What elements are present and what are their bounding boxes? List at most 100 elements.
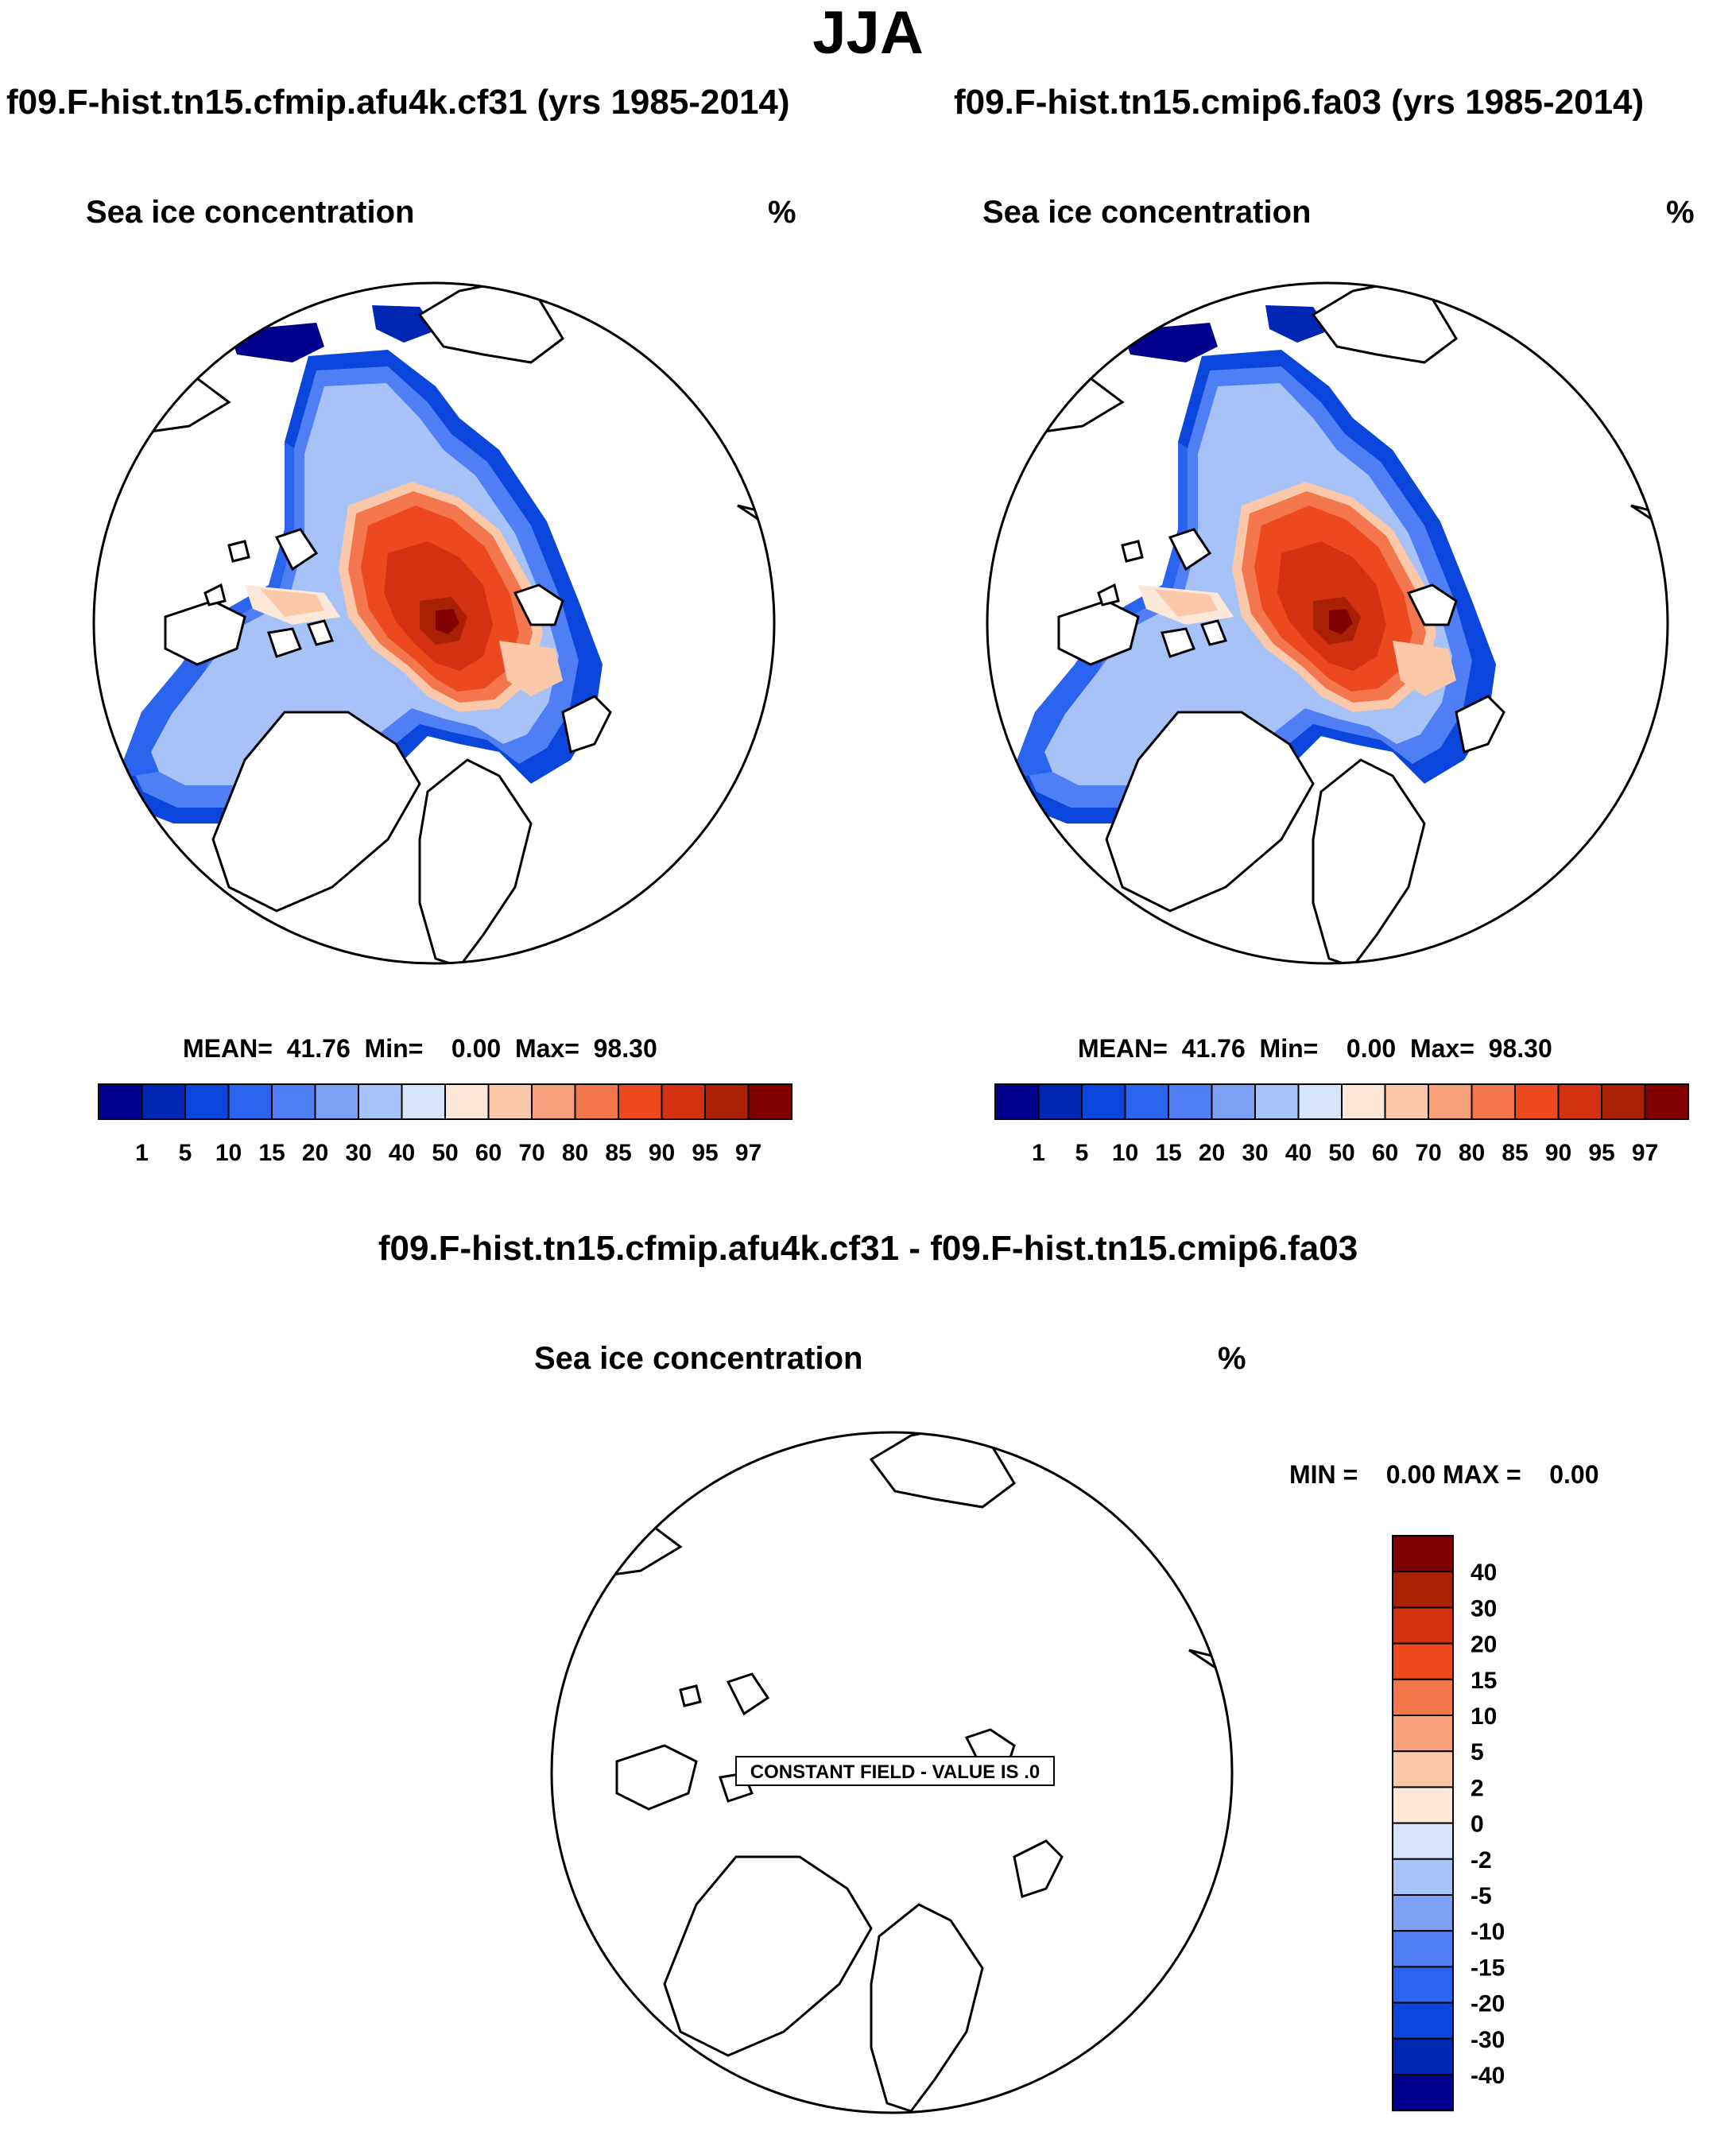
right-colorbar-box-14 — [1601, 1083, 1646, 1120]
right-colorbar-label-12: 90 — [1545, 1140, 1571, 1166]
right-run-title: f09.F-hist.tn15.cmip6.fa03 (yrs 1985-201… — [954, 83, 1645, 122]
right-colorbar-label-13: 95 — [1588, 1140, 1614, 1166]
left-colorbar-label-4: 20 — [302, 1140, 328, 1166]
diff-colorbar-label-8: -2 — [1471, 1847, 1492, 1874]
diff-colorbar-box-8 — [1392, 1822, 1454, 1860]
left-colorbar-label-6: 40 — [389, 1140, 415, 1166]
right-colorbar-label-4: 20 — [1199, 1140, 1225, 1166]
right-colorbar-box-1 — [1037, 1083, 1083, 1120]
right-colorbar-label-9: 70 — [1415, 1140, 1441, 1166]
diff-colorbar-label-2: 20 — [1471, 1632, 1497, 1658]
left-colorbar-box-14 — [704, 1083, 750, 1120]
diff-colorbar-label-6: 2 — [1471, 1775, 1484, 1801]
left-colorbar-label-14: 97 — [735, 1140, 761, 1166]
right-colorbar-label-5: 30 — [1242, 1140, 1268, 1166]
diff-colorbar-box-1 — [1392, 1571, 1454, 1609]
right-colorbar-label-1: 5 — [1075, 1140, 1089, 1166]
diff-colorbar-box-12 — [1392, 1966, 1454, 2004]
diff-colorbar-box-2 — [1392, 1606, 1454, 1645]
constant-field-label: CONSTANT FIELD - VALUE IS .0 — [750, 1761, 1040, 1783]
right-colorbar-box-3 — [1124, 1083, 1169, 1120]
left-colorbar-label-13: 95 — [692, 1140, 718, 1166]
right-polar-map — [986, 281, 1669, 965]
left-colorbar-box-1 — [141, 1083, 186, 1120]
right-colorbar-label-3: 15 — [1155, 1140, 1181, 1166]
left-colorbar-box-15 — [747, 1083, 792, 1120]
left-colorbar-box-7 — [401, 1083, 446, 1120]
right-stats: MEAN= 41.76 Min= 0.00 Max= 98.30 — [1078, 1034, 1552, 1063]
diff-colorbar-label-9: -5 — [1471, 1883, 1492, 1909]
left-colorbar-label-1: 5 — [179, 1140, 192, 1166]
left-run-title: f09.F-hist.tn15.cfmip.afu4k.cf31 (yrs 19… — [6, 83, 790, 122]
diff-colorbar-label-13: -30 — [1471, 2027, 1505, 2053]
right-colorbar-box-7 — [1297, 1083, 1343, 1120]
diff-units: % — [1218, 1341, 1246, 1376]
diff-colorbar-label-5: 5 — [1471, 1739, 1484, 1765]
left-colorbar-label-12: 90 — [649, 1140, 675, 1166]
right-colorbar-box-8 — [1341, 1083, 1386, 1120]
diff-colorbar-label-0: 40 — [1471, 1560, 1497, 1586]
right-colorbar-label-11: 85 — [1502, 1140, 1528, 1166]
diff-colorbar-box-7 — [1392, 1786, 1454, 1824]
diff-colorbar-box-10 — [1392, 1894, 1454, 1932]
diff-colorbar-box-6 — [1392, 1750, 1454, 1788]
diff-colorbar-box-11 — [1392, 1930, 1454, 1968]
right-var-title: Sea ice concentration — [982, 195, 1312, 230]
right-units: % — [1666, 195, 1695, 230]
diff-colorbar-label-1: 30 — [1471, 1595, 1497, 1622]
right-colorbar-box-2 — [1081, 1083, 1126, 1120]
right-colorbar-label-6: 40 — [1285, 1140, 1312, 1166]
left-colorbar-box-0 — [98, 1083, 143, 1120]
diff-colorbar-box-0 — [1392, 1535, 1454, 1573]
left-colorbar-label-5: 30 — [345, 1140, 371, 1166]
right-colorbar-box-13 — [1557, 1083, 1602, 1120]
right-colorbar-label-10: 80 — [1459, 1140, 1485, 1166]
left-colorbar-box-6 — [358, 1083, 403, 1120]
right-colorbar-label-7: 50 — [1328, 1140, 1354, 1166]
diff-colorbar-box-3 — [1392, 1642, 1454, 1680]
left-colorbar-label-10: 80 — [562, 1140, 588, 1166]
diff-colorbar-label-3: 15 — [1471, 1668, 1497, 1694]
left-colorbar-box-12 — [618, 1083, 663, 1120]
left-colorbar: 1 5 10 15 20 30 40 50 60 70 80 85 90 95 97 — [98, 1083, 792, 1166]
right-colorbar-label-14: 97 — [1632, 1140, 1658, 1166]
left-colorbar-label-2: 10 — [215, 1140, 242, 1166]
diff-colorbar-box-4 — [1392, 1678, 1454, 1717]
left-colorbar-box-9 — [487, 1083, 533, 1120]
diff-colorbar-label-12: -20 — [1471, 1991, 1505, 2017]
right-colorbar-box-5 — [1211, 1083, 1256, 1120]
left-var-title: Sea ice concentration — [86, 195, 415, 230]
left-colorbar-label-9: 70 — [518, 1140, 544, 1166]
left-colorbar-box-2 — [184, 1083, 230, 1120]
left-polar-map — [92, 281, 776, 965]
right-colorbar-box-12 — [1514, 1083, 1560, 1120]
right-colorbar-box-6 — [1254, 1083, 1300, 1120]
diff-colorbar-box-15 — [1392, 2074, 1454, 2112]
diff-colorbar-box-9 — [1392, 1858, 1454, 1896]
left-colorbar-box-3 — [227, 1083, 273, 1120]
diff-var-title: Sea ice concentration — [534, 1341, 863, 1376]
left-stats: MEAN= 41.76 Min= 0.00 Max= 98.30 — [183, 1034, 657, 1063]
diff-stats: MIN = 0.00 MAX = 0.00 — [1289, 1460, 1599, 1489]
diff-colorbar-label-11: -15 — [1471, 1955, 1505, 1981]
diff-colorbar-box-5 — [1392, 1715, 1454, 1753]
right-colorbar-box-0 — [994, 1083, 1040, 1120]
diff-colorbar-box-13 — [1392, 2001, 1454, 2040]
page-title: JJA — [812, 0, 924, 67]
right-colorbar: 1 5 10 15 20 30 40 50 60 70 80 85 90 95 97 — [994, 1083, 1689, 1166]
left-colorbar-label-8: 60 — [475, 1140, 502, 1166]
left-colorbar-box-5 — [314, 1083, 359, 1120]
left-units: % — [768, 195, 796, 230]
diff-polar-map: CONSTANT FIELD - VALUE IS .0 — [550, 1431, 1234, 2114]
diff-colorbar-label-7: 0 — [1471, 1812, 1484, 1838]
right-colorbar-box-15 — [1644, 1083, 1689, 1120]
diff-colorbar-box-14 — [1392, 2037, 1454, 2075]
left-colorbar-box-8 — [444, 1083, 490, 1120]
right-colorbar-label-2: 10 — [1112, 1140, 1138, 1166]
diff-colorbar-label-4: 10 — [1471, 1703, 1497, 1730]
right-colorbar-box-4 — [1168, 1083, 1213, 1120]
left-colorbar-box-13 — [661, 1083, 706, 1120]
right-colorbar-label-8: 60 — [1372, 1140, 1398, 1166]
constant-field-box — [735, 1756, 1055, 1786]
